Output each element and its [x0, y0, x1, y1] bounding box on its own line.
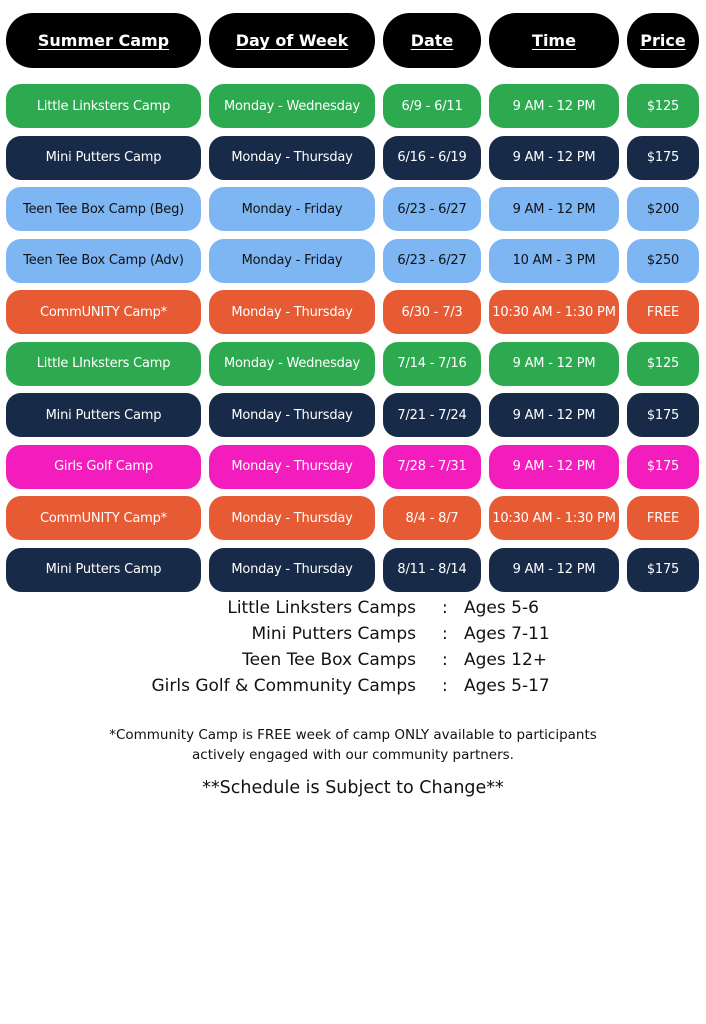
legend-separator: : — [442, 598, 448, 618]
cell-date: 6/23 - 6/27 — [383, 187, 481, 231]
cell-day-of-week: Monday - Wednesday — [209, 84, 375, 128]
cell-camp-name: Little Linksters Camp — [6, 84, 201, 128]
cell-price: $250 — [627, 238, 699, 283]
camp-schedule-table: Summer Camp Day of Week Date Time Price … — [6, 13, 699, 599]
cell-day-of-week: Monday - Thursday — [209, 547, 375, 592]
cell-time: 10:30 AM - 1:30 PM — [489, 496, 619, 540]
age-legend-row: Mini Putters Camps : Ages 7-11 — [0, 624, 706, 650]
cell-date: 6/16 - 6/19 — [383, 135, 481, 180]
cell-date: 6/23 - 6/27 — [383, 238, 481, 283]
age-legend-row: Girls Golf & Community Camps : Ages 5-17 — [0, 676, 706, 702]
cell-time: 9 AM - 12 PM — [489, 187, 619, 231]
legend-camp-name: Girls Golf & Community Camps — [151, 676, 416, 696]
cell-camp-name: Teen Tee Box Camp (Beg) — [6, 187, 201, 231]
legend-camp-name: Teen Tee Box Camps — [242, 650, 416, 670]
cell-day-of-week: Monday - Friday — [209, 238, 375, 283]
legend-camp-name: Mini Putters Camps — [251, 624, 416, 644]
cell-day-of-week: Monday - Friday — [209, 187, 375, 231]
cell-price: $125 — [627, 84, 699, 128]
cell-price: $125 — [627, 341, 699, 386]
table-row: Girls Golf Camp Monday - Thursday 7/28 - 7… — [6, 444, 699, 489]
cell-date: 7/21 - 7/24 — [383, 393, 481, 437]
header-time: Time — [489, 13, 619, 68]
cell-time: 9 AM - 12 PM — [489, 393, 619, 437]
cell-time: 9 AM - 12 PM — [489, 341, 619, 386]
table-header: Summer Camp Day of Week Date Time Price — [6, 13, 699, 68]
cell-price: FREE — [627, 290, 699, 334]
cell-time: 9 AM - 12 PM — [489, 444, 619, 489]
cell-camp-name: CommUNITY Camp* — [6, 290, 201, 334]
cell-day-of-week: Monday - Thursday — [209, 135, 375, 180]
cell-price: $175 — [627, 547, 699, 592]
cell-camp-name: Teen Tee Box Camp (Adv) — [6, 238, 201, 283]
cell-date: 7/14 - 7/16 — [383, 341, 481, 386]
legend-ages: Ages 5-17 — [464, 676, 550, 696]
table-row: CommUNITY Camp* Monday - Thursday 6/30 - 7… — [6, 290, 699, 334]
cell-time: 9 AM - 12 PM — [489, 135, 619, 180]
table-row: Mini Putters Camp Monday - Thursday 8/11 -… — [6, 547, 699, 592]
footnote-line: actively engaged with our community part… — [192, 747, 514, 763]
cell-date: 7/28 - 7/31 — [383, 444, 481, 489]
legend-ages: Ages 12+ — [464, 650, 548, 670]
cell-day-of-week: Monday - Thursday — [209, 496, 375, 540]
cell-time: 10 AM - 3 PM — [489, 238, 619, 283]
cell-camp-name: Mini Putters Camp — [6, 547, 201, 592]
table-row: CommUNITY Camp* Monday - Thursday 8/4 - 8/… — [6, 496, 699, 540]
schedule-disclaimer: **Schedule is Subject to Change** — [202, 778, 504, 798]
age-legend-row: Little Linksters Camps : Ages 5-6 — [0, 598, 706, 624]
legend-separator: : — [442, 676, 448, 696]
cell-time: 9 AM - 12 PM — [489, 84, 619, 128]
legend-ages: Ages 5-6 — [464, 598, 539, 618]
cell-camp-name: Little LInksters Camp — [6, 341, 201, 386]
header-date: Date — [383, 13, 481, 68]
cell-date: 8/4 - 8/7 — [383, 496, 481, 540]
cell-time: 9 AM - 12 PM — [489, 547, 619, 592]
cell-date: 6/9 - 6/11 — [383, 84, 481, 128]
cell-camp-name: Mini Putters Camp — [6, 135, 201, 180]
table-body: Little Linksters Camp Monday - Wednesday 6… — [6, 84, 699, 592]
header-day-of-week: Day of Week — [209, 13, 375, 68]
table-row: Little LInksters Camp Monday - Wednesday 7… — [6, 341, 699, 386]
cell-time: 10:30 AM - 1:30 PM — [489, 290, 619, 334]
cell-price: $175 — [627, 444, 699, 489]
community-camp-footnote: *Community Camp is FREE week of camp ONL… — [0, 725, 706, 765]
cell-date: 6/30 - 7/3 — [383, 290, 481, 334]
legend-ages: Ages 7-11 — [464, 624, 550, 644]
table-row: Little Linksters Camp Monday - Wednesday 6… — [6, 84, 699, 128]
age-legend-row: Teen Tee Box Camps : Ages 12+ — [0, 650, 706, 676]
header-summer-camp: Summer Camp — [6, 13, 201, 68]
cell-date: 8/11 - 8/14 — [383, 547, 481, 592]
cell-camp-name: Mini Putters Camp — [6, 393, 201, 437]
table-row: Teen Tee Box Camp (Adv) Monday - Friday 6/… — [6, 238, 699, 283]
table-row: Mini Putters Camp Monday - Thursday 7/21 -… — [6, 393, 699, 437]
cell-price: $200 — [627, 187, 699, 231]
header-price: Price — [627, 13, 699, 68]
cell-day-of-week: Monday - Wednesday — [209, 341, 375, 386]
cell-camp-name: Girls Golf Camp — [6, 444, 201, 489]
cell-price: FREE — [627, 496, 699, 540]
age-legend: Little Linksters Camps : Ages 5-6 Mini P… — [0, 598, 706, 702]
cell-day-of-week: Monday - Thursday — [209, 393, 375, 437]
legend-separator: : — [442, 650, 448, 670]
table-row: Teen Tee Box Camp (Beg) Monday - Friday 6/… — [6, 187, 699, 231]
legend-separator: : — [442, 624, 448, 644]
table-row: Mini Putters Camp Monday - Thursday 6/16 -… — [6, 135, 699, 180]
footnote-line: *Community Camp is FREE week of camp ONL… — [109, 727, 597, 743]
cell-price: $175 — [627, 135, 699, 180]
cell-price: $175 — [627, 393, 699, 437]
legend-camp-name: Little Linksters Camps — [227, 598, 416, 618]
cell-day-of-week: Monday - Thursday — [209, 290, 375, 334]
cell-camp-name: CommUNITY Camp* — [6, 496, 201, 540]
cell-day-of-week: Monday - Thursday — [209, 444, 375, 489]
